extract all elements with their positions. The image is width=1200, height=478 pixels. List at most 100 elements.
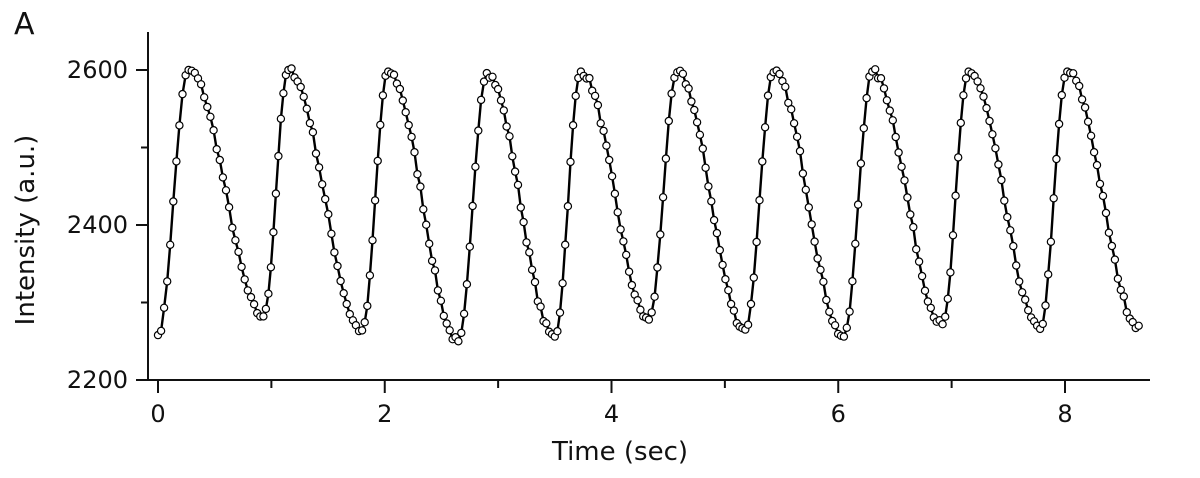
data-point [1003, 212, 1012, 222]
data-point [644, 315, 654, 324]
data-point [1057, 90, 1067, 100]
data-point [943, 294, 953, 303]
data-point [707, 197, 716, 206]
data-point [555, 308, 565, 317]
data-point [819, 277, 828, 286]
data-point [973, 77, 982, 86]
data-point [704, 182, 713, 191]
data-point [822, 295, 831, 305]
data-point [302, 104, 311, 113]
data-point [1089, 147, 1099, 157]
data-point [413, 169, 422, 179]
data-point [709, 215, 719, 225]
data-point [234, 247, 243, 257]
data-point [199, 93, 209, 102]
data-point [398, 96, 407, 105]
data-point [1043, 270, 1053, 279]
data-point [798, 169, 808, 178]
data-point [172, 157, 181, 166]
data-point [169, 197, 178, 206]
data-point [830, 321, 840, 330]
data-point [433, 286, 443, 295]
y-tick-label: 2200 [67, 366, 128, 394]
data-point [946, 268, 955, 277]
data-point [607, 171, 617, 181]
data-point [746, 299, 756, 309]
data-point [395, 84, 405, 94]
data-point [249, 300, 259, 309]
data-point [266, 263, 276, 272]
data-point [499, 106, 508, 115]
data-point [1083, 117, 1093, 126]
data-point [468, 201, 477, 211]
data-point [558, 279, 567, 288]
data-point [175, 121, 184, 130]
data-point [269, 227, 278, 237]
data-point [542, 319, 551, 328]
data-point [416, 182, 425, 191]
data-point [749, 273, 759, 282]
data-point [845, 307, 854, 316]
data-point [212, 144, 221, 154]
data-point [775, 69, 784, 79]
data-point [1116, 285, 1126, 295]
data-point [938, 320, 947, 329]
data-point [1101, 208, 1111, 218]
data-point [510, 167, 520, 176]
data-point [162, 277, 172, 286]
data-points [153, 64, 1143, 346]
data-point [373, 156, 382, 166]
data-point [900, 176, 909, 185]
data-point [496, 96, 506, 105]
data-point [206, 112, 215, 122]
data-point [502, 122, 511, 131]
data-point [692, 118, 702, 127]
data-point [605, 155, 614, 165]
data-point [508, 152, 517, 161]
data-point [715, 245, 725, 255]
data-point [593, 100, 603, 110]
data-point [951, 191, 960, 200]
data-point [599, 126, 608, 136]
data-point [1092, 160, 1102, 170]
data-point [321, 194, 330, 204]
data-point [914, 257, 924, 266]
data-point [476, 95, 486, 105]
data-point [287, 64, 296, 73]
data-point [419, 205, 428, 214]
data-point [976, 84, 985, 93]
data-point [1018, 288, 1027, 297]
data-point [1098, 191, 1108, 201]
data-point [513, 180, 523, 190]
data-point [876, 73, 886, 83]
data-point [215, 155, 224, 165]
data-point [954, 153, 963, 162]
data-point [553, 327, 562, 336]
data-point [906, 210, 915, 219]
data-point [721, 275, 730, 284]
data-point [1046, 237, 1056, 246]
data-point [763, 91, 773, 100]
data-point [991, 144, 1000, 153]
data-point [237, 262, 246, 272]
data-point [474, 126, 483, 135]
data-point [389, 70, 399, 79]
data-point [299, 92, 308, 102]
data-point [650, 292, 659, 301]
data-point [718, 260, 727, 270]
data-point [1038, 319, 1048, 329]
data-point [271, 189, 281, 198]
data-point [795, 146, 805, 156]
data-point [1020, 295, 1030, 304]
data-point [1023, 306, 1033, 315]
data-point [755, 195, 764, 205]
data-point [422, 220, 431, 229]
data-point [1006, 226, 1015, 235]
data-point [758, 157, 767, 166]
data-point [862, 93, 871, 103]
data-point [376, 120, 385, 130]
data-point [568, 120, 578, 130]
data-point [891, 132, 900, 142]
data-point [264, 289, 273, 298]
data-point [807, 220, 816, 229]
